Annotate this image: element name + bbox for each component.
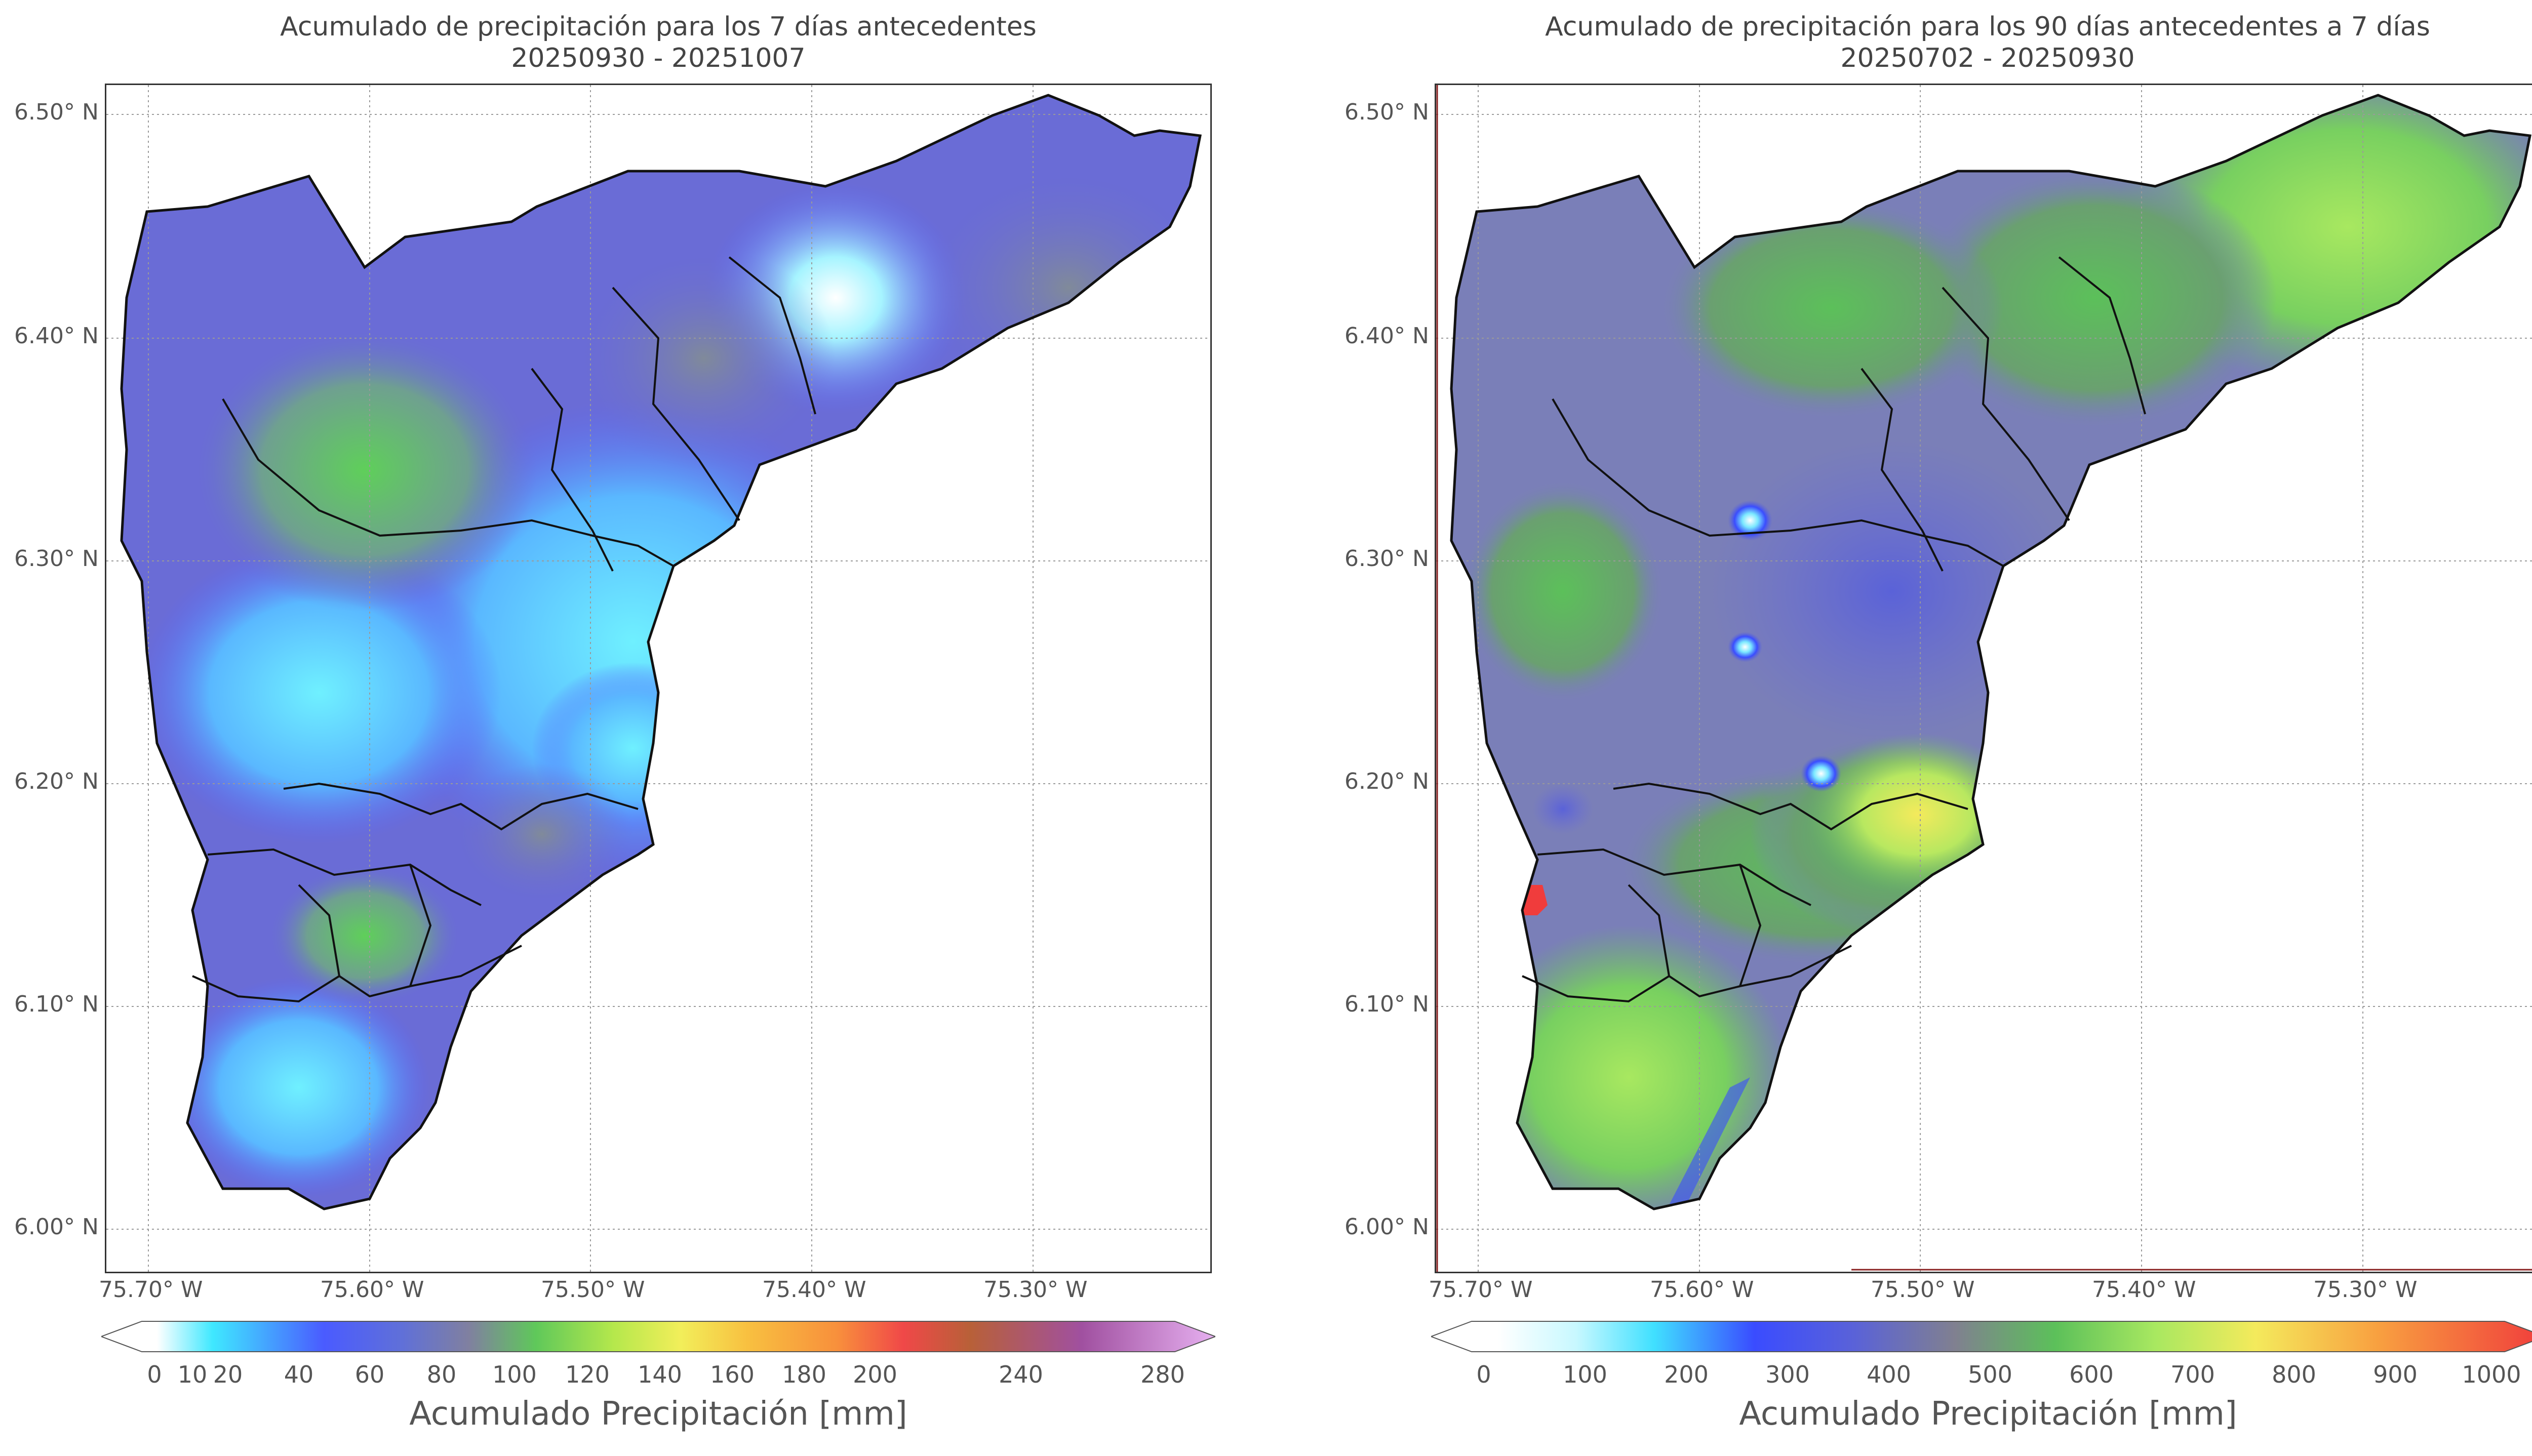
left-cbar-tick-100: 100	[492, 1361, 537, 1388]
left-lat-tick-640: 6.40° N	[14, 323, 99, 349]
right-map-panel	[1435, 84, 2532, 1273]
left-cbar-tick-80: 80	[426, 1361, 457, 1388]
right-lat-tick-620: 6.20° N	[1344, 769, 1429, 794]
right-cbar-tick-400: 400	[1867, 1361, 1911, 1388]
left-cbar-label: Acumulado Precipitación [mm]	[409, 1395, 907, 1433]
left-map-panel	[105, 84, 1212, 1273]
right-lon-tick-7560: 75.60° W	[1650, 1277, 1754, 1303]
right-title-line1: Acumulado de precipitación para los 90 d…	[1545, 12, 2430, 42]
right-cbar-tick-300: 300	[1765, 1361, 1810, 1388]
left-cbar-tick-40: 40	[284, 1361, 314, 1388]
left-lat-tick-620: 6.20° N	[14, 769, 99, 794]
left-lat-tick-650: 6.50° N	[14, 99, 99, 125]
right-cbar-label: Acumulado Precipitación [mm]	[1739, 1395, 2237, 1433]
left-cbar-tick-180: 180	[782, 1361, 826, 1388]
left-cbar-tick-280: 280	[1140, 1361, 1185, 1388]
left-colorbar	[101, 1321, 1215, 1352]
left-cbar-tick-140: 140	[638, 1361, 682, 1388]
left-title-line1: Acumulado de precipitación para los 7 dí…	[280, 12, 1037, 42]
right-cbar-tick-500: 500	[1968, 1361, 2012, 1388]
left-title-line2: 20250930 - 20251007	[511, 43, 806, 73]
left-lon-tick-7570: 75.70° W	[99, 1277, 203, 1303]
right-lat-tick-600: 6.00° N	[1344, 1214, 1429, 1240]
right-cbar-tick-200: 200	[1664, 1361, 1709, 1388]
left-cbar-tick-20: 20	[213, 1361, 243, 1388]
right-cbar-tick-800: 800	[2272, 1361, 2316, 1388]
right-cbar-tick-700: 700	[2170, 1361, 2215, 1388]
right-lat-tick-650: 6.50° N	[1344, 99, 1429, 125]
left-cbar-tick-160: 160	[710, 1361, 755, 1388]
right-map-svg	[1436, 85, 2532, 1272]
right-lon-tick-7550: 75.50° W	[1871, 1277, 1975, 1303]
left-lat-tick-610: 6.10° N	[14, 991, 99, 1017]
right-lon-tick-7570: 75.70° W	[1429, 1277, 1533, 1303]
right-cbar-tick-1000: 1000	[2462, 1361, 2521, 1388]
left-map-title: Acumulado de precipitación para los 7 dí…	[106, 11, 1210, 74]
right-cbar-tick-600: 600	[2069, 1361, 2114, 1388]
left-cbar-tick-0: 0	[147, 1361, 162, 1388]
right-map-title: Acumulado de precipitación para los 90 d…	[1436, 11, 2532, 74]
left-lon-tick-7530: 75.30° W	[983, 1277, 1088, 1303]
right-lon-tick-7530: 75.30° W	[2313, 1277, 2418, 1303]
left-cbar-tick-60: 60	[354, 1361, 385, 1388]
right-lat-tick-610: 6.10° N	[1344, 991, 1429, 1017]
left-lon-tick-7560: 75.60° W	[320, 1277, 424, 1303]
right-cbar-tick-100: 100	[1563, 1361, 1607, 1388]
right-lon-tick-7540: 75.40° W	[2092, 1277, 2196, 1303]
left-lat-tick-600: 6.00° N	[14, 1214, 99, 1240]
left-lat-tick-630: 6.30° N	[14, 546, 99, 572]
right-cbar-tick-0: 0	[1476, 1361, 1491, 1388]
right-cbar-tick-900: 900	[2373, 1361, 2418, 1388]
left-cbar-tick-200: 200	[853, 1361, 897, 1388]
left-cbar-tick-240: 240	[999, 1361, 1043, 1388]
right-lat-tick-640: 6.40° N	[1344, 323, 1429, 349]
left-map-svg	[106, 85, 1210, 1272]
right-lat-tick-630: 6.30° N	[1344, 546, 1429, 572]
left-cbar-tick-120: 120	[565, 1361, 610, 1388]
right-colorbar	[1431, 1321, 2532, 1352]
left-lon-tick-7550: 75.50° W	[541, 1277, 645, 1303]
left-lon-tick-7540: 75.40° W	[762, 1277, 866, 1303]
left-cbar-tick-10: 10	[177, 1361, 208, 1388]
right-title-line2: 20250702 - 20250930	[1840, 43, 2135, 73]
